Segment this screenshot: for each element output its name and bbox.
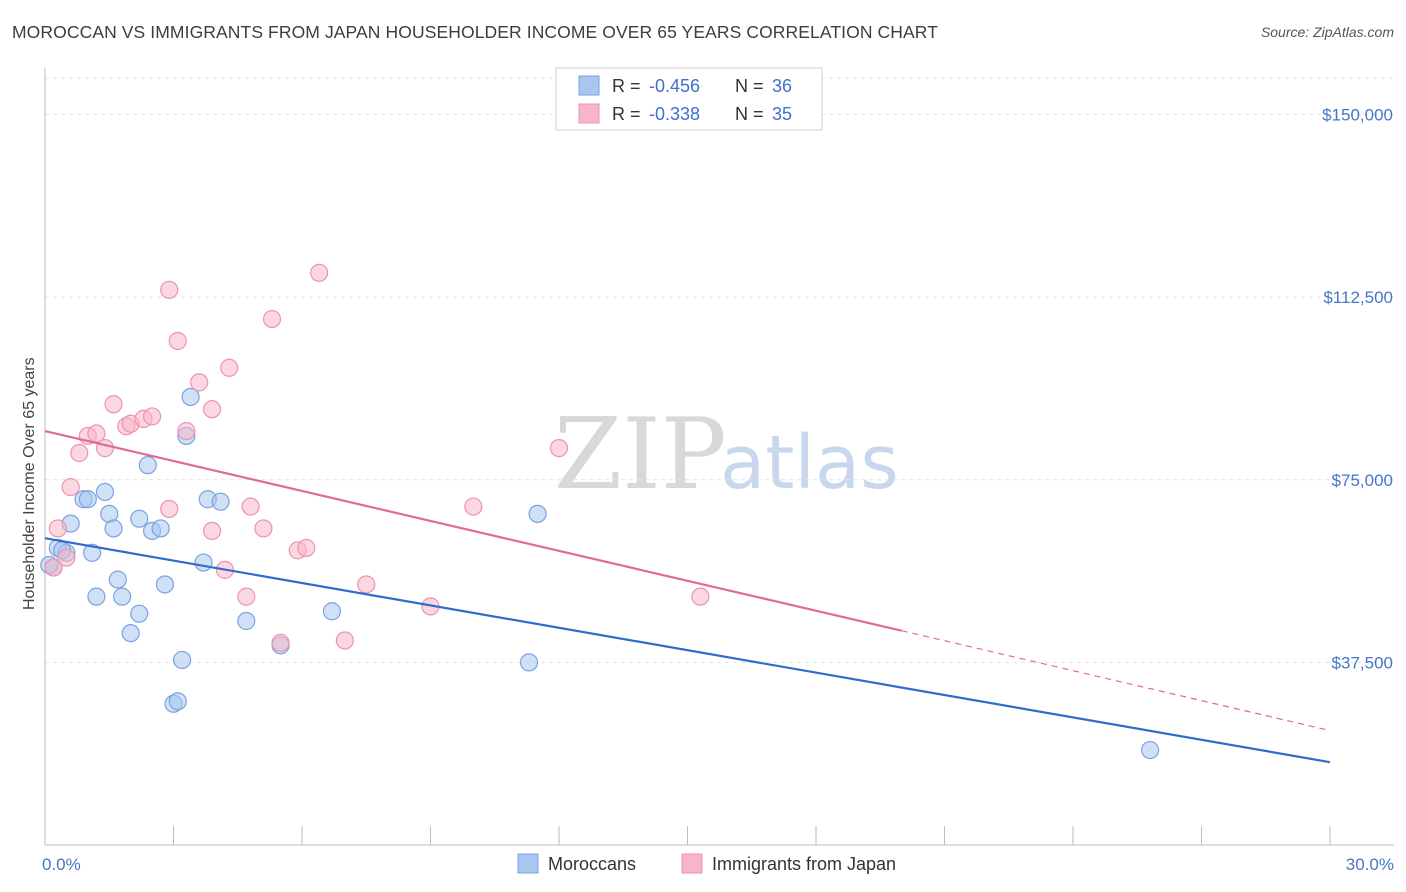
point-moroccans-30: [322, 602, 342, 621]
point-japan-15: [168, 331, 187, 351]
point-japan-26: [271, 633, 290, 653]
point-japan-8: [104, 395, 123, 414]
point-japan-19: [202, 400, 222, 419]
point-moroccans-16: [138, 456, 157, 475]
point-japan-33: [464, 497, 483, 516]
point-japan-23: [241, 497, 260, 516]
point-moroccans-8: [95, 482, 115, 502]
chart-title: MOROCCAN VS IMMIGRANTS FROM JAPAN HOUSEH…: [12, 22, 938, 42]
data-points: [40, 263, 1160, 760]
point-japan-30: [335, 631, 354, 650]
bottom-legend-swatch-moroccans: [517, 853, 539, 874]
point-moroccans-33: [1140, 740, 1160, 760]
point-japan-17: [190, 373, 209, 392]
legend-n-label-2: N =: [735, 104, 764, 124]
point-japan-21: [220, 358, 239, 377]
x-tick-label-0: 0.0%: [42, 855, 81, 874]
point-moroccans-31: [519, 653, 539, 672]
point-moroccans-21: [168, 692, 187, 711]
point-moroccans-12: [112, 587, 132, 606]
trend-line-moroccans: [44, 537, 1331, 764]
point-japan-0: [44, 558, 63, 577]
point-japan-28: [297, 538, 316, 558]
point-moroccans-14: [130, 604, 149, 623]
point-moroccans-27: [211, 492, 230, 511]
legend-n-value-1: 36: [772, 76, 792, 96]
legend-r-label-2: R =: [612, 104, 641, 124]
legend-n-label-1: N =: [735, 76, 764, 96]
trend-line-japan: [44, 429, 902, 632]
legend-box: [555, 67, 823, 131]
point-moroccans-19: [155, 575, 175, 594]
chart-source: Source: ZipAtlas.com: [1260, 24, 1394, 40]
point-moroccans-18: [151, 519, 170, 538]
series-legend: Moroccans Immigrants from Japan: [517, 853, 896, 874]
point-japan-1: [48, 519, 67, 538]
y-tick-label-0: $37,500: [1332, 653, 1393, 672]
y-axis-ticks: $37,500 $75,000 $112,500 $150,000: [1322, 106, 1393, 673]
bottom-legend-label-japan: Immigrants from Japan: [712, 854, 896, 874]
point-moroccans-13: [121, 624, 140, 643]
point-japan-12: [142, 407, 162, 426]
point-japan-18: [202, 521, 222, 540]
y-axis-label: Householder Income Over 65 years: [21, 357, 38, 610]
point-japan-4: [70, 443, 89, 463]
point-moroccans-28: [237, 611, 256, 631]
legend-r-value-2: -0.338: [649, 104, 700, 124]
legend-r-label-1: R =: [612, 76, 641, 96]
point-moroccans-7: [87, 587, 106, 606]
point-moroccans-5: [78, 490, 97, 509]
point-japan-16: [177, 421, 196, 441]
point-moroccans-25: [194, 553, 213, 572]
point-japan-7: [95, 439, 115, 458]
legend-swatch-moroccans: [578, 75, 600, 96]
point-japan-13: [160, 499, 179, 519]
point-japan-34: [549, 439, 569, 458]
y-tick-label-2: $112,500: [1323, 288, 1393, 307]
y-tick-label-1: $75,000: [1332, 471, 1393, 490]
point-japan-31: [357, 575, 376, 594]
point-japan-3: [61, 477, 80, 497]
point-moroccans-22: [172, 650, 192, 670]
point-moroccans-15: [130, 509, 149, 528]
x-axis-ticks: 0.0% 30.0%: [42, 826, 1394, 874]
legend-n-value-2: 35: [772, 104, 792, 124]
point-moroccans-6: [83, 543, 102, 562]
point-japan-25: [262, 309, 282, 329]
grid-lines: [45, 77, 1394, 663]
point-moroccans-11: [108, 570, 127, 589]
trend-lines: [44, 429, 1331, 764]
bottom-legend-swatch-japan: [681, 853, 703, 874]
point-japan-14: [160, 280, 179, 299]
bottom-legend-label-moroccans: Moroccans: [548, 854, 636, 874]
correlation-legend: R = -0.456 N = 36 R = -0.338 N = 35: [555, 67, 823, 131]
point-japan-29: [310, 263, 329, 282]
x-tick-label-1: 30.0%: [1346, 855, 1394, 874]
watermark-atlas: atlas: [720, 420, 899, 506]
y-tick-label-3: $150,000: [1322, 106, 1393, 125]
point-japan-22: [237, 587, 256, 606]
axes: [44, 68, 1394, 846]
point-japan-2: [57, 548, 76, 567]
point-moroccans-24: [181, 387, 200, 407]
watermark-zip: ZIP: [554, 398, 727, 512]
legend-swatch-japan: [578, 103, 600, 124]
point-moroccans-32: [528, 504, 547, 523]
trend-line-japan-extrapolated: [901, 630, 1331, 732]
point-japan-35: [691, 587, 710, 606]
point-moroccans-10: [104, 519, 123, 538]
point-japan-24: [254, 519, 273, 538]
legend-r-value-1: -0.456: [649, 76, 700, 96]
